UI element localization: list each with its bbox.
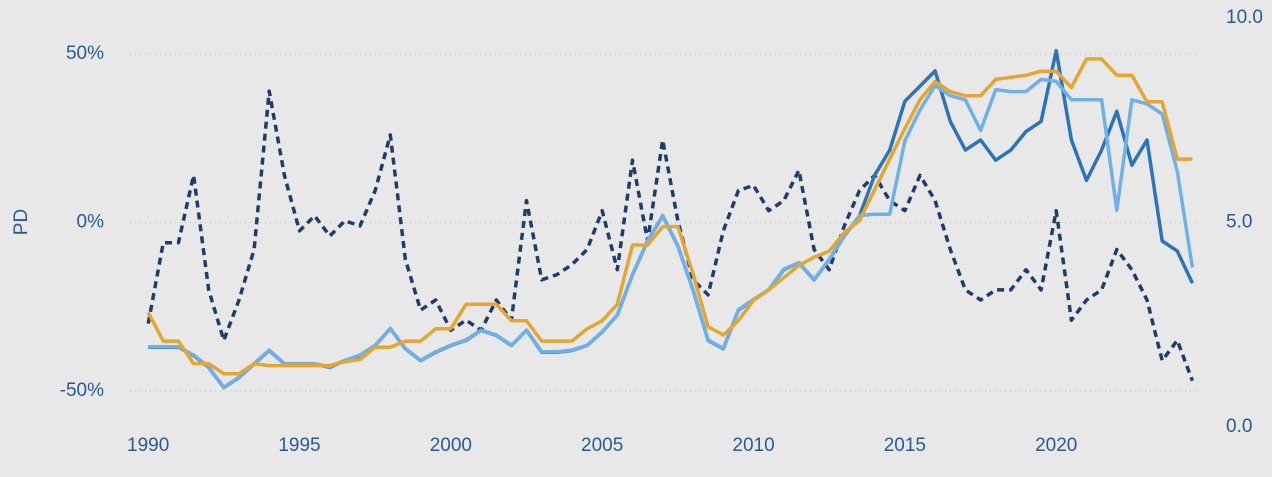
y2-tick-label: 5.0 xyxy=(1226,212,1252,233)
y2-tick-label: 0.0 xyxy=(1226,416,1252,437)
y-tick-label: 0% xyxy=(77,212,105,233)
y-axis-label: PD xyxy=(11,209,32,235)
series-line xyxy=(146,89,1195,382)
x-tick-label: 1995 xyxy=(278,435,320,456)
x-tick-label: 1990 xyxy=(127,435,169,456)
x-tick-label: 2020 xyxy=(1035,435,1077,456)
x-tick-label: 2005 xyxy=(581,435,623,456)
y-tick-label: -50% xyxy=(60,380,104,401)
x-tick-label: 2010 xyxy=(732,435,774,456)
series-line xyxy=(148,48,1194,390)
series-line xyxy=(146,57,1193,376)
y-tick-label: 50% xyxy=(66,43,104,64)
x-tick-label: 2015 xyxy=(884,435,926,456)
y2-tick-label: 10.0 xyxy=(1226,7,1263,28)
x-tick-label: 2000 xyxy=(430,435,472,456)
